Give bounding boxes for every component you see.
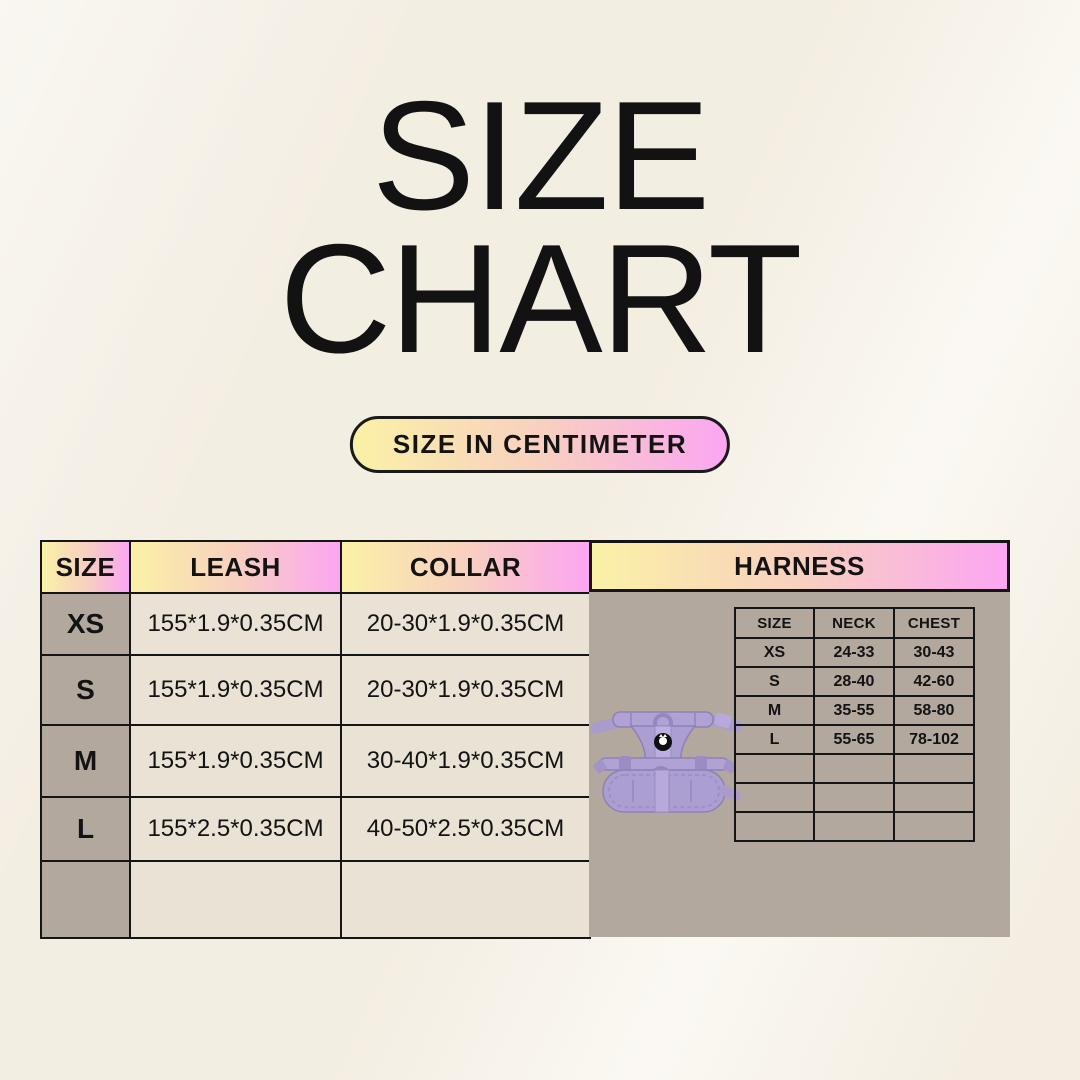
harness-empty-cell — [735, 754, 814, 783]
cell-leash-m: 155*1.9*0.35CM — [130, 725, 341, 797]
leash-collar-table: SIZE LEASH COLLAR XS 155*1.9*0.35CM 20-3… — [40, 540, 591, 939]
cell-leash-s: 155*1.9*0.35CM — [130, 655, 341, 725]
harness-neck-l: 55-65 — [814, 725, 894, 754]
harness-chest-s: 42-60 — [894, 667, 974, 696]
harness-neck-s: 28-40 — [814, 667, 894, 696]
header-size: SIZE — [41, 541, 130, 593]
harness-empty-cell — [814, 783, 894, 812]
cell-collar-s: 20-30*1.9*0.35CM — [341, 655, 590, 725]
cell-leash-xs: 155*1.9*0.35CM — [130, 593, 341, 655]
page-title: SIZE CHART — [0, 69, 1080, 385]
cell-leash-empty — [130, 861, 341, 938]
cell-size-m: M — [41, 725, 130, 797]
harness-size-m: M — [735, 696, 814, 725]
cell-leash-l: 155*2.5*0.35CM — [130, 797, 341, 861]
harness-panel: SIZE NECK CHEST XS 24-33 30-43 S 28-40 4… — [589, 592, 1010, 937]
harness-empty-cell — [894, 783, 974, 812]
unit-badge-label: SIZE IN CENTIMETER — [392, 429, 688, 459]
cell-size-xs: XS — [41, 593, 130, 655]
harness-header-neck: NECK — [814, 608, 894, 638]
harness-empty-cell — [814, 754, 894, 783]
unit-badge: SIZE IN CENTIMETER — [349, 416, 731, 473]
cell-collar-l: 40-50*2.5*0.35CM — [341, 797, 590, 861]
harness-empty-cell — [735, 812, 814, 841]
cell-collar-m: 30-40*1.9*0.35CM — [341, 725, 590, 797]
harness-chest-l: 78-102 — [894, 725, 974, 754]
harness-size-xs: XS — [735, 638, 814, 667]
title-line-2: CHART — [279, 211, 802, 385]
cell-size-l: L — [41, 797, 130, 861]
cell-collar-empty — [341, 861, 590, 938]
title-line-1: SIZE — [371, 69, 711, 242]
harness-empty-cell — [894, 754, 974, 783]
harness-size-table: SIZE NECK CHEST XS 24-33 30-43 S 28-40 4… — [734, 607, 975, 842]
header-harness: HARNESS — [589, 540, 1010, 592]
harness-empty-cell — [735, 783, 814, 812]
harness-header-chest: CHEST — [894, 608, 974, 638]
harness-chest-m: 58-80 — [894, 696, 974, 725]
harness-size-l: L — [735, 725, 814, 754]
harness-empty-cell — [894, 812, 974, 841]
cell-size-s: S — [41, 655, 130, 725]
header-collar: COLLAR — [341, 541, 590, 593]
cell-size-empty — [41, 861, 130, 938]
harness-chest-xs: 30-43 — [894, 638, 974, 667]
brand-logo-icon — [659, 737, 667, 745]
harness-product-image — [591, 711, 741, 813]
harness-size-s: S — [735, 667, 814, 696]
harness-neck-m: 35-55 — [814, 696, 894, 725]
header-leash: LEASH — [130, 541, 341, 593]
harness-empty-cell — [814, 812, 894, 841]
harness-header-size: SIZE — [735, 608, 814, 638]
cell-collar-xs: 20-30*1.9*0.35CM — [341, 593, 590, 655]
harness-neck-xs: 24-33 — [814, 638, 894, 667]
